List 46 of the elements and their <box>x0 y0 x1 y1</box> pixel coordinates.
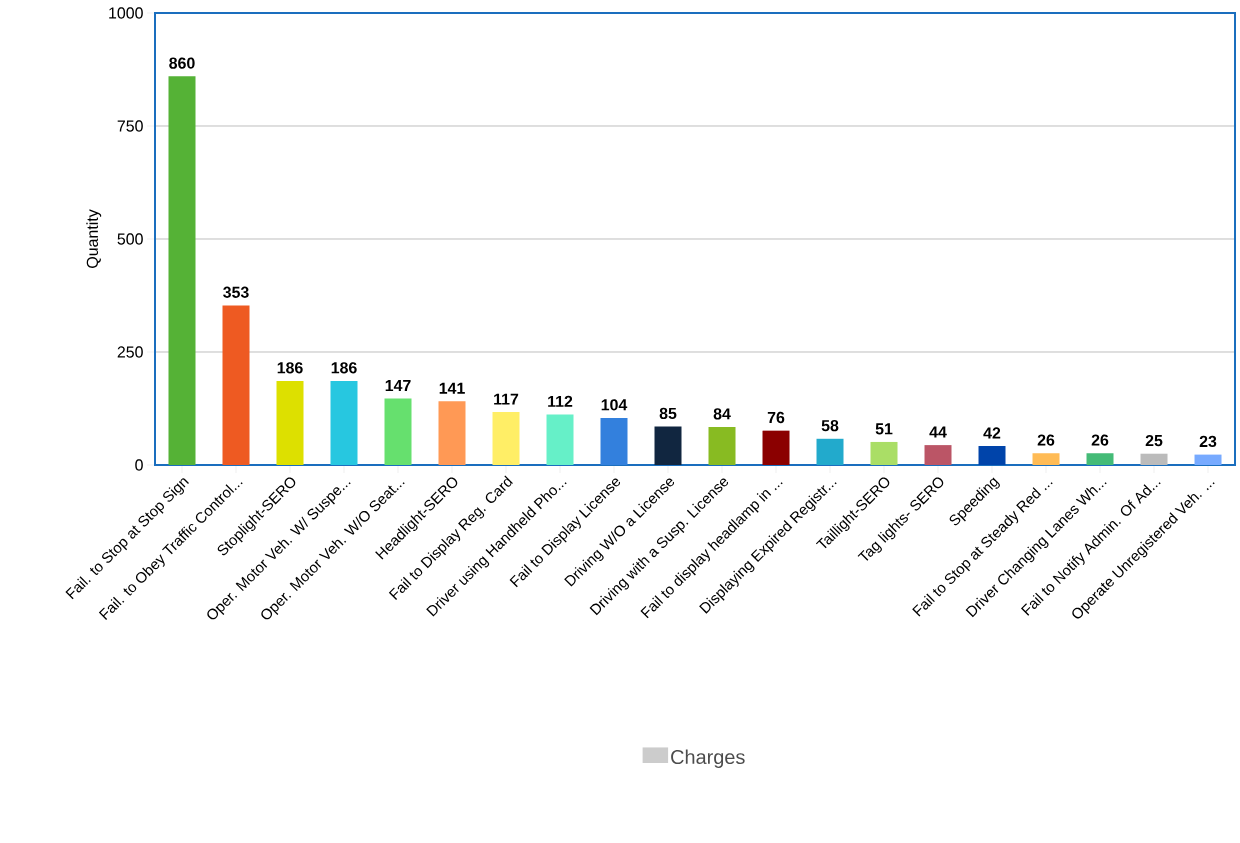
data-label: 26 <box>1037 434 1055 446</box>
y-tick-label: 1000 <box>109 7 143 19</box>
data-label: 117 <box>494 393 519 405</box>
bar <box>276 380 304 465</box>
data-label: 25 <box>1145 434 1163 447</box>
data-label: 860 <box>169 57 195 69</box>
y-axis-title: Quantity <box>86 209 102 268</box>
data-label: 26 <box>1091 434 1109 446</box>
data-label: 42 <box>983 427 1001 439</box>
bar <box>438 401 466 465</box>
data-label: 84 <box>713 408 731 420</box>
bar <box>870 441 898 465</box>
data-label: 112 <box>548 395 573 407</box>
data-label: 23 <box>1199 435 1217 448</box>
data-label: 353 <box>223 286 249 298</box>
data-label: 186 <box>331 362 357 374</box>
data-label: 51 <box>875 423 893 435</box>
data-label: 141 <box>439 382 465 394</box>
bar <box>924 445 952 465</box>
bar <box>816 438 844 465</box>
bar <box>168 76 196 465</box>
data-label: 58 <box>821 419 839 432</box>
bar <box>330 380 358 465</box>
bar <box>654 426 682 465</box>
bar <box>708 427 736 465</box>
bar <box>384 398 412 465</box>
bar <box>762 430 790 465</box>
data-label: 76 <box>767 411 785 424</box>
data-label: 44 <box>929 426 947 438</box>
data-label: 85 <box>659 407 677 420</box>
bar <box>600 417 628 465</box>
bar <box>1086 453 1114 465</box>
y-tick-label: 0 <box>135 459 143 471</box>
bar <box>978 446 1006 465</box>
text: Charges <box>671 749 745 768</box>
y-tick-label: 750 <box>117 120 143 132</box>
bar <box>1032 453 1060 465</box>
y-tick-label: 250 <box>117 346 143 358</box>
data-label: 147 <box>385 380 411 392</box>
bar <box>546 414 574 465</box>
bar <box>222 305 250 465</box>
data-label: 186 <box>277 362 303 374</box>
bar <box>492 412 520 465</box>
y-tick-label: 500 <box>117 233 143 245</box>
data-label: 104 <box>601 399 628 411</box>
bar <box>1194 454 1222 465</box>
